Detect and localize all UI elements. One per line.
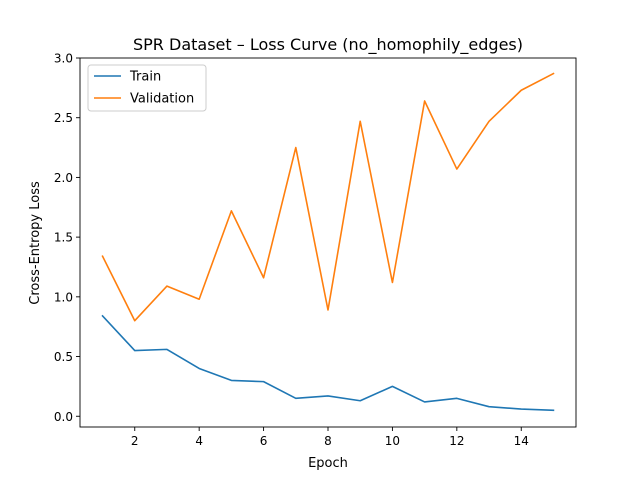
series-line-train [101, 314, 555, 412]
data-point-train [327, 395, 329, 397]
x-tick-label: 10 [385, 434, 400, 448]
data-point-train [295, 397, 297, 399]
data-point-validation [262, 277, 264, 279]
data-point-validation [295, 146, 297, 148]
legend-label-train: Train [129, 70, 161, 85]
x-tick-label: 12 [449, 434, 464, 448]
y-axis-label: Cross-Entropy Loss [28, 181, 43, 305]
plot-background [80, 58, 576, 427]
data-point-validation [488, 120, 490, 122]
x-tick-label: 6 [260, 434, 268, 448]
y-tick-label: 1.0 [54, 290, 73, 304]
y-tick-label: 2.0 [54, 171, 73, 185]
x-tick-label: 2 [131, 434, 139, 448]
y-tick-label: 0.5 [54, 350, 73, 364]
legend: Train Validation [87, 64, 207, 112]
y-tick-label: 0.0 [54, 410, 73, 424]
data-point-train [391, 385, 393, 387]
data-point-train [101, 315, 103, 317]
data-point-validation [134, 320, 136, 322]
plot-area [80, 58, 576, 427]
data-point-validation [520, 89, 522, 91]
data-point-train [423, 401, 425, 403]
series-layer [101, 72, 555, 412]
y-tick-label: 1.5 [54, 231, 73, 245]
data-point-validation [456, 168, 458, 170]
data-point-validation [198, 298, 200, 300]
data-point-train [230, 379, 232, 381]
data-point-validation [230, 210, 232, 212]
data-point-validation [327, 309, 329, 311]
data-point-validation [552, 72, 554, 74]
data-point-train [520, 408, 522, 410]
data-point-validation [166, 285, 168, 287]
chart-title: SPR Dataset – Loss Curve (no_homophily_e… [133, 35, 523, 55]
data-point-train [488, 405, 490, 407]
data-point-validation [359, 120, 361, 122]
legend-label-validation: Validation [130, 92, 194, 107]
series-line-validation [101, 72, 555, 322]
axes-layer: 2 4 6 8 10 12 14 0.0 0.5 1.0 1.5 2.0 2.5 3.0 [54, 52, 577, 448]
data-point-validation [101, 255, 103, 257]
x-axis-label: Epoch [308, 456, 348, 471]
data-point-validation [423, 100, 425, 102]
data-point-validation [391, 281, 393, 283]
x-tick-label: 8 [324, 434, 332, 448]
data-point-train [359, 400, 361, 402]
data-point-train [166, 348, 168, 350]
data-point-train [198, 367, 200, 369]
data-point-train [456, 397, 458, 399]
x-tick-label: 4 [195, 434, 203, 448]
data-point-train [134, 349, 136, 351]
data-point-train [262, 380, 264, 382]
y-tick-label: 2.5 [54, 111, 73, 125]
data-point-train [552, 409, 554, 411]
x-tick-label: 14 [514, 434, 529, 448]
y-tick-label: 3.0 [54, 52, 73, 66]
